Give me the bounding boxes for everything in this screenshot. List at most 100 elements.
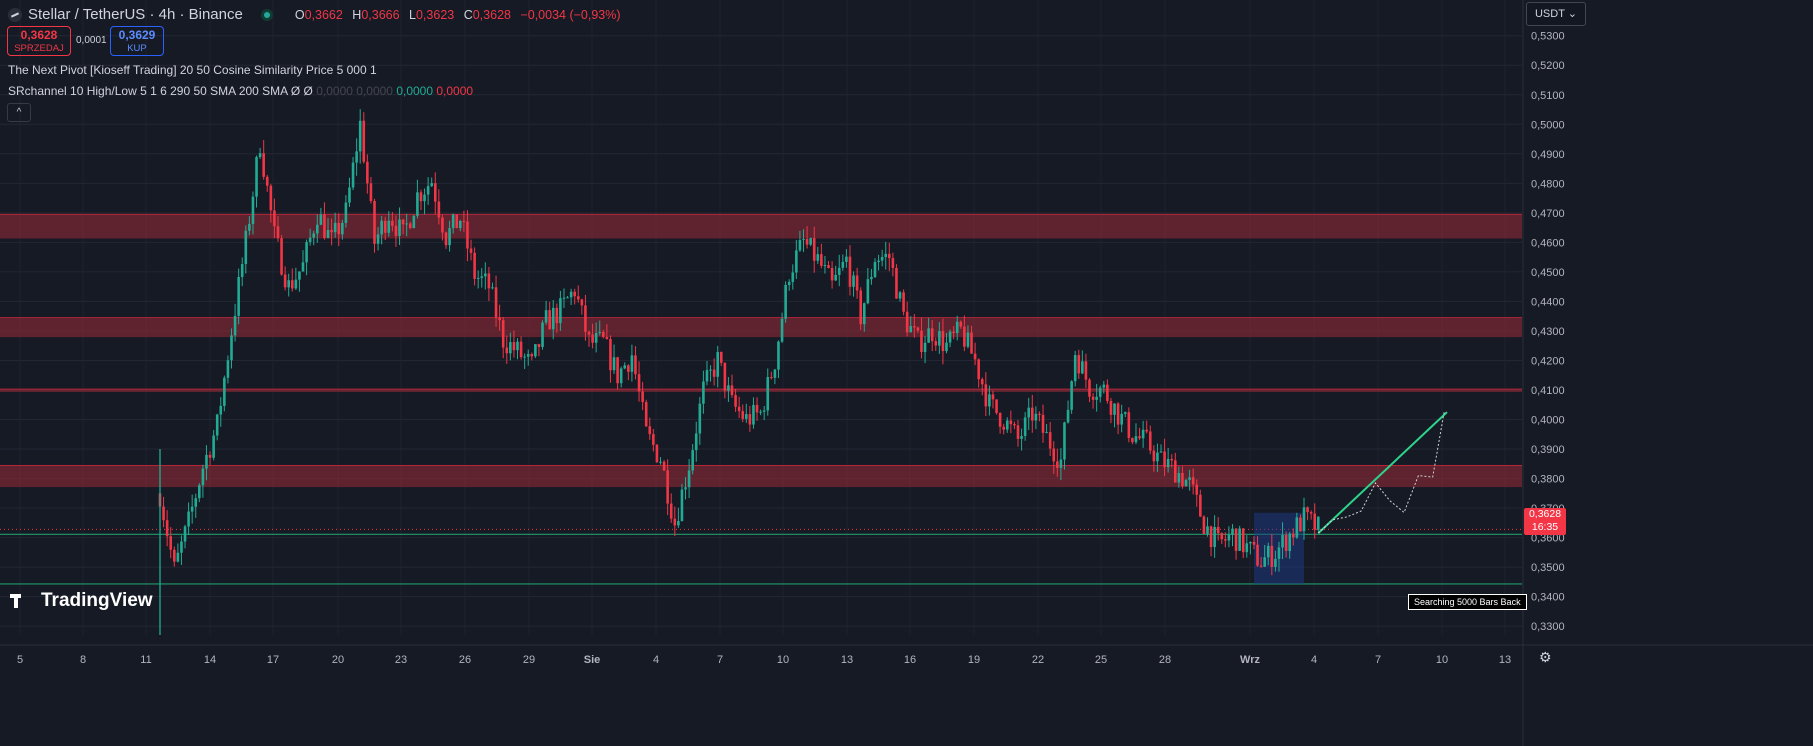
candle-body <box>895 267 898 299</box>
candle-body <box>215 414 219 436</box>
candle-body <box>916 327 920 331</box>
candle-body <box>862 303 866 325</box>
candle-body <box>805 239 809 245</box>
candle-body <box>938 331 941 346</box>
candle-body <box>980 379 984 385</box>
candle-body <box>1063 422 1066 460</box>
candle-body <box>823 265 827 267</box>
candle-body <box>591 334 594 343</box>
candle-body <box>1123 412 1127 414</box>
candle-body <box>376 234 380 244</box>
indicator-next-pivot[interactable]: The Next Pivot [Kioseff Trading] 20 50 C… <box>8 63 377 77</box>
candle-body <box>1141 429 1145 439</box>
candle-body <box>609 338 612 371</box>
symbol-header: Stellar / TetherUS · 4h · Binance O0,366… <box>8 6 627 23</box>
currency-dropdown[interactable]: USDT ⌄ <box>1526 2 1586 26</box>
time-tick-label: 17 <box>267 654 279 666</box>
candle-body <box>1081 361 1084 374</box>
time-axis: 5 8 11 14 17 20 23 26 29 Sie 4 7 10 13 16 19 22 25 28 Wrz 4 7… <box>0 644 1813 666</box>
candle-body <box>905 311 909 333</box>
candle-body <box>576 296 580 300</box>
candle-body <box>1031 407 1034 421</box>
candle-body <box>244 230 248 265</box>
candle-body <box>988 394 991 407</box>
candle-body <box>669 503 673 519</box>
candle-body <box>1241 528 1245 553</box>
candle-body <box>798 239 802 251</box>
candle-body <box>1288 533 1291 551</box>
price-tick-label: 0,3800 <box>1531 474 1565 486</box>
candle-body <box>559 298 562 324</box>
candle-body <box>316 224 319 234</box>
gear-icon[interactable]: ⚙ <box>1539 649 1552 665</box>
candle-body <box>491 287 494 289</box>
candle-body <box>319 214 323 225</box>
candle-body <box>258 153 262 158</box>
candle-body <box>273 210 276 227</box>
candle-body <box>1048 432 1052 449</box>
candle-body <box>1216 526 1220 534</box>
candle-body <box>223 377 226 406</box>
candle-body <box>530 354 534 357</box>
candle-body <box>509 342 512 354</box>
candle-body <box>959 321 963 327</box>
candle-body <box>909 326 913 333</box>
candle-body <box>444 232 448 246</box>
candle-body <box>1188 477 1191 480</box>
candle-body <box>405 223 408 225</box>
candle-body <box>705 370 709 382</box>
candle-body <box>841 261 845 268</box>
price-tick-label: 0,4700 <box>1531 208 1565 220</box>
candle-body <box>934 341 938 346</box>
sell-button[interactable]: 0,3628 SPRZEDAJ <box>7 26 71 56</box>
indicator-symbols: Ø Ø <box>290 84 313 98</box>
candle-body <box>208 454 212 458</box>
candle-body <box>619 368 623 384</box>
candle-body <box>323 214 326 238</box>
candle-body <box>280 238 283 275</box>
time-tick-label: 5 <box>17 654 23 666</box>
candle-body <box>337 222 341 235</box>
indicator-srchannel[interactable]: SRchannel 10 High/Low 5 1 6 290 50 SMA 2… <box>8 84 474 98</box>
candle-body <box>630 355 634 372</box>
candle-body <box>290 280 294 289</box>
candle-body <box>891 258 895 268</box>
tradingview-logo[interactable]: TradingView <box>10 590 153 612</box>
candle-body <box>1166 458 1170 468</box>
candle-body <box>830 268 834 281</box>
sr-zone <box>0 389 1522 393</box>
candle-body <box>505 347 509 354</box>
candle-body <box>648 426 652 435</box>
candle-body <box>448 228 451 246</box>
candle-body <box>1145 429 1148 432</box>
candle-body <box>562 297 566 299</box>
candle-body <box>165 520 169 537</box>
buy-button[interactable]: 0,3629 KUP <box>110 26 164 56</box>
candle-body <box>541 322 544 347</box>
candle-body <box>383 220 387 233</box>
candle-body <box>770 377 773 379</box>
candle-body <box>920 330 923 353</box>
candle-body <box>970 332 973 354</box>
candle-body <box>659 461 662 463</box>
candle-body <box>205 454 208 469</box>
candle-body <box>1202 516 1206 534</box>
candle-body <box>569 291 573 298</box>
symbol-title[interactable]: Stellar / TetherUS · 4h · Binance <box>28 6 243 23</box>
candle-body <box>487 273 491 289</box>
collapse-legend-button[interactable]: ^ <box>7 103 31 122</box>
candle-body <box>1045 432 1048 434</box>
candle-body <box>226 360 230 378</box>
candle-body <box>1159 451 1163 453</box>
candle-body <box>834 274 837 281</box>
candle-body <box>1091 396 1095 400</box>
candle-body <box>351 162 355 188</box>
candle-body <box>237 277 240 316</box>
candle-body <box>494 287 498 318</box>
candle-body <box>462 221 466 223</box>
candle-body <box>644 402 648 427</box>
candle-body <box>1013 424 1016 426</box>
time-tick-label: 7 <box>717 654 723 666</box>
candle-body <box>419 192 423 202</box>
